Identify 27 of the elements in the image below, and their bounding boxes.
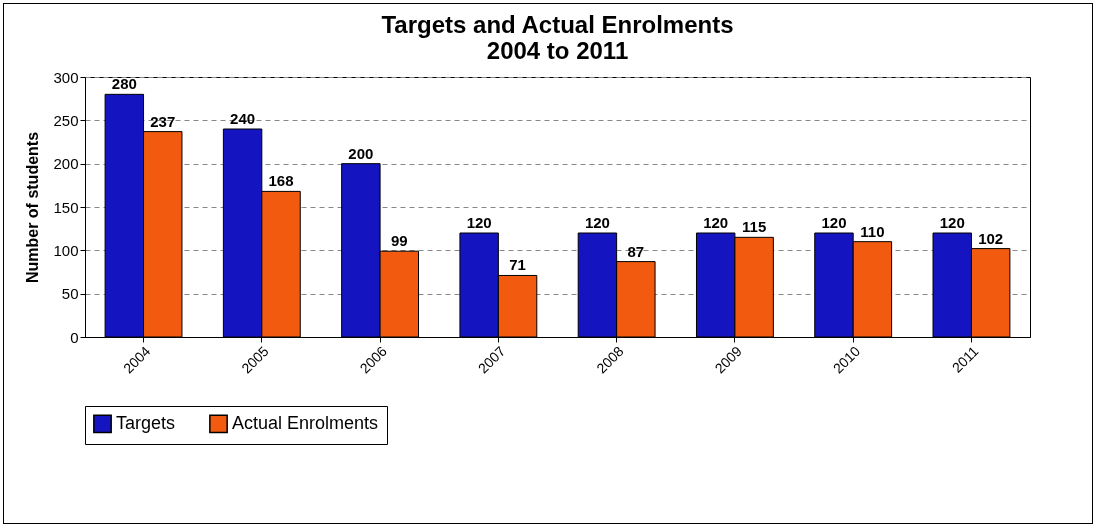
- data-label: 120: [584, 214, 610, 231]
- data-label: 237: [150, 112, 176, 130]
- legend-label: Targets: [116, 412, 176, 433]
- y-tick-label: 250: [53, 111, 79, 129]
- legend-label: Actual Enrolments: [232, 412, 379, 433]
- data-label: 120: [466, 214, 492, 231]
- data-label: 168: [268, 172, 294, 190]
- data-label: 87: [627, 242, 645, 260]
- y-tick-label: 0: [70, 328, 79, 346]
- data-label: 110: [860, 222, 885, 240]
- y-tick-label: 200: [53, 155, 79, 173]
- data-label: 71: [509, 256, 526, 274]
- data-label: 115: [742, 218, 767, 236]
- data-label: 280: [111, 75, 137, 93]
- chart-title: Targets and Actual Enrolments 2004 to 2011: [381, 11, 734, 64]
- y-tick-label: 100: [53, 241, 79, 259]
- y-tick-label: 150: [53, 198, 79, 216]
- data-label: 99: [390, 232, 408, 250]
- y-tick-label: 50: [61, 285, 79, 303]
- y-tick-label: 300: [53, 68, 79, 86]
- data-label: 120: [939, 214, 965, 231]
- data-label: 120: [821, 214, 847, 231]
- y-axis-title: Number of students: [24, 131, 42, 284]
- data-label: 240: [230, 110, 256, 127]
- data-label: 200: [348, 144, 374, 162]
- data-label: 102: [978, 229, 1004, 247]
- data-label: 120: [703, 214, 729, 231]
